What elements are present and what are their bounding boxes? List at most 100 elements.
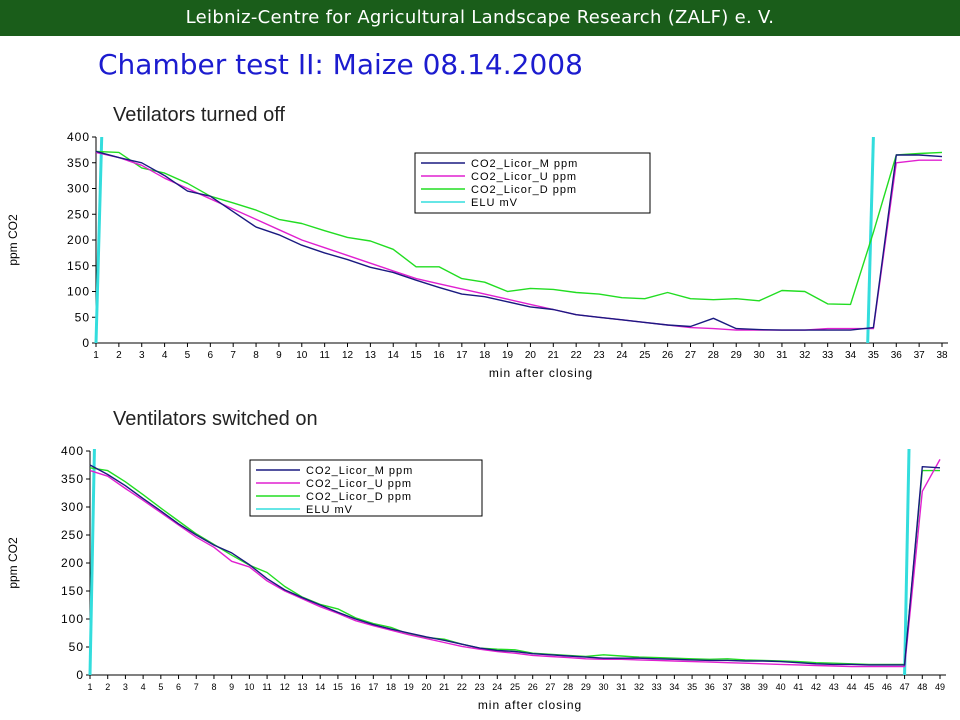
- x-axis-title: min after closing: [489, 366, 593, 380]
- x-axis-title: min after closing: [478, 698, 582, 712]
- x-tick-label: 34: [845, 350, 857, 361]
- x-tick-label: 25: [639, 350, 651, 361]
- x-tick-label: 25: [510, 682, 520, 692]
- x-tick-label: 22: [571, 350, 583, 361]
- x-tick-label: 4: [141, 682, 146, 692]
- x-tick-label: 45: [864, 682, 874, 692]
- x-tick-label: 13: [365, 350, 377, 361]
- x-tick-label: 4: [162, 350, 168, 361]
- series-line-m: [95, 150, 943, 331]
- y-tick-label: 0: [82, 336, 90, 350]
- x-tick-label: 16: [351, 682, 361, 692]
- x-tick-label: 7: [230, 350, 236, 361]
- x-tick-label: 12: [342, 350, 354, 361]
- x-tick-label: 39: [758, 682, 768, 692]
- x-tick-label: 31: [616, 682, 626, 692]
- legend-label: ELU mV: [306, 504, 353, 516]
- legend-label: CO2_Licor_D ppm: [306, 491, 412, 503]
- x-tick-label: 30: [754, 350, 766, 361]
- x-tick-label: 32: [634, 682, 644, 692]
- x-tick-label: 1: [87, 682, 92, 692]
- x-tick-label: 15: [333, 682, 343, 692]
- x-tick-label: 38: [740, 682, 750, 692]
- legend-label: CO2_Licor_D ppm: [471, 184, 577, 196]
- x-tick-label: 44: [846, 682, 856, 692]
- y-tick-label: 150: [61, 584, 84, 598]
- legend-label: CO2_Licor_M ppm: [471, 158, 578, 170]
- series-line-m: [89, 464, 941, 666]
- x-tick-label: 10: [296, 350, 308, 361]
- x-tick-label: 34: [669, 682, 679, 692]
- x-tick-label: 3: [139, 350, 145, 361]
- y-tick-label: 350: [61, 472, 84, 486]
- legend-label: CO2_Licor_M ppm: [306, 465, 413, 477]
- x-tick-label: 11: [262, 682, 271, 692]
- x-tick-label: 40: [776, 682, 786, 692]
- x-tick-label: 9: [229, 682, 234, 692]
- x-tick-label: 10: [244, 682, 254, 692]
- x-tick-label: 2: [116, 350, 122, 361]
- x-tick-label: 3: [123, 682, 128, 692]
- institution-header: Leibniz-Centre for Agricultural Landscap…: [0, 0, 960, 36]
- y-axis-title: ppm CO2: [6, 537, 20, 589]
- x-tick-label: 27: [545, 682, 555, 692]
- x-tick-label: 17: [456, 350, 468, 361]
- x-tick-label: 16: [433, 350, 445, 361]
- x-tick-label: 29: [581, 682, 591, 692]
- x-tick-label: 35: [687, 682, 697, 692]
- y-axis-title: ppm CO2: [6, 214, 20, 266]
- x-tick-label: 20: [421, 682, 431, 692]
- x-tick-label: 31: [776, 350, 788, 361]
- x-tick-label: 8: [211, 682, 216, 692]
- x-tick-label: 47: [900, 682, 910, 692]
- x-tick-label: 24: [616, 350, 628, 361]
- x-tick-label: 14: [388, 350, 400, 361]
- x-tick-label: 21: [548, 350, 560, 361]
- x-tick-label: 5: [158, 682, 163, 692]
- x-tick-label: 9: [276, 350, 282, 361]
- x-tick-label: 24: [492, 682, 502, 692]
- y-tick-label: 200: [67, 233, 90, 247]
- x-tick-label: 23: [475, 682, 485, 692]
- x-tick-label: 11: [319, 350, 330, 361]
- x-tick-label: 14: [315, 682, 325, 692]
- x-tick-label: 37: [914, 350, 926, 361]
- x-tick-label: 35: [868, 350, 880, 361]
- x-tick-label: 19: [404, 682, 414, 692]
- x-tick-label: 30: [599, 682, 609, 692]
- x-tick-label: 26: [662, 350, 674, 361]
- y-tick-label: 250: [67, 207, 90, 221]
- chart2-subtitle: Ventilators switched on: [113, 408, 318, 430]
- y-tick-label: 200: [61, 556, 84, 570]
- x-tick-label: 12: [280, 682, 290, 692]
- x-tick-label: 8: [253, 350, 259, 361]
- x-tick-label: 5: [185, 350, 191, 361]
- chart1-subtitle: Vetilators turned off: [113, 104, 285, 126]
- x-tick-label: 20: [525, 350, 537, 361]
- x-tick-label: 42: [811, 682, 821, 692]
- y-tick-label: 350: [67, 156, 90, 170]
- y-tick-label: 150: [67, 259, 90, 273]
- x-tick-label: 48: [917, 682, 927, 692]
- x-tick-label: 18: [386, 682, 396, 692]
- series-line-d: [89, 467, 940, 666]
- y-tick-label: 300: [61, 500, 84, 514]
- x-tick-label: 49: [935, 682, 945, 692]
- x-tick-label: 36: [705, 682, 715, 692]
- x-tick-label: 33: [822, 350, 834, 361]
- x-tick-label: 28: [563, 682, 573, 692]
- elu-pulse-line: [903, 448, 911, 676]
- slide-title: Chamber test II: Maize 08.14.2008: [98, 48, 583, 81]
- x-tick-label: 41: [793, 682, 803, 692]
- y-tick-label: 50: [75, 310, 90, 324]
- x-tick-label: 6: [208, 350, 214, 361]
- x-tick-label: 38: [936, 350, 948, 361]
- x-tick-label: 1: [93, 350, 99, 361]
- y-tick-label: 0: [76, 668, 84, 682]
- y-tick-label: 100: [61, 612, 84, 626]
- x-tick-label: 6: [176, 682, 181, 692]
- x-tick-label: 36: [891, 350, 903, 361]
- x-tick-label: 15: [411, 350, 423, 361]
